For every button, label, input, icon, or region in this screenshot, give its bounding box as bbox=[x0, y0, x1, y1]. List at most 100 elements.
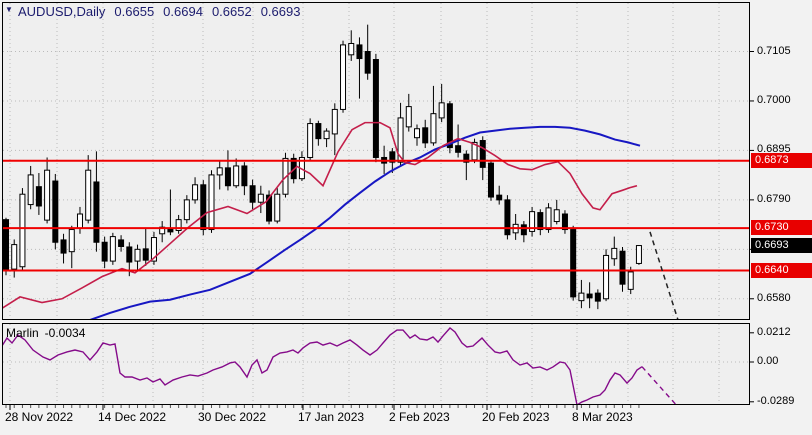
bear-candle-body bbox=[586, 293, 593, 299]
bear-candle-body bbox=[422, 127, 429, 144]
bear-candle-body bbox=[619, 250, 626, 285]
bull-candle-body bbox=[109, 236, 116, 262]
bull-candle-body bbox=[611, 247, 618, 260]
date-label: 28 Nov 2022 bbox=[5, 410, 74, 424]
marlin-line bbox=[3, 327, 643, 404]
current-price-badge: 0.6693 bbox=[751, 237, 812, 253]
bull-candle-body bbox=[257, 193, 264, 203]
date-label: 17 Jan 2023 bbox=[298, 410, 365, 424]
price-level-badge: 0.6640 bbox=[751, 262, 812, 278]
main-chart-layer bbox=[3, 3, 749, 319]
bear-candle-body bbox=[315, 123, 322, 140]
bear-candle-body bbox=[93, 181, 100, 243]
ma-fast-red-line bbox=[3, 121, 638, 309]
bear-candle-body bbox=[249, 185, 256, 203]
price-projection-dashed-line bbox=[649, 231, 679, 319]
bear-candle-body bbox=[504, 199, 511, 236]
symbol-dropdown-icon[interactable]: ▼ bbox=[5, 5, 13, 14]
date-label: 14 Dec 2022 bbox=[98, 410, 167, 424]
price-axis-label: 0.6790 bbox=[757, 192, 791, 205]
bull-candle-body bbox=[438, 102, 445, 119]
bull-candle-body bbox=[175, 219, 182, 231]
bull-candle-body bbox=[331, 108, 338, 135]
bull-candle-body bbox=[545, 207, 552, 231]
bull-candle-body bbox=[76, 213, 83, 229]
bear-candle-body bbox=[463, 153, 470, 163]
bull-candle-body bbox=[68, 229, 75, 253]
bear-candle-body bbox=[389, 151, 396, 163]
bear-candle-body bbox=[537, 212, 544, 231]
price-axis-label: 0.7000 bbox=[757, 93, 791, 106]
bull-candle-body bbox=[19, 193, 26, 268]
bear-candle-body bbox=[364, 51, 371, 74]
chart-title: AUDUSD,Daily 0.6655 0.6694 0.6652 0.6693 bbox=[18, 4, 300, 19]
price-axis-label: 0.6580 bbox=[757, 291, 791, 304]
bear-candle-body bbox=[496, 194, 503, 201]
bear-candle-body bbox=[520, 224, 527, 236]
price-axis-label: 0.7105 bbox=[757, 44, 791, 57]
indicator-name: Marlin bbox=[6, 326, 39, 340]
bull-candle-body bbox=[216, 167, 223, 176]
axis-ticks bbox=[5, 51, 754, 410]
bear-candle-body bbox=[101, 241, 108, 262]
indicator-chart-layer bbox=[3, 324, 749, 404]
symbol-period-label: AUDUSD,Daily bbox=[18, 4, 106, 19]
bear-candle-body bbox=[266, 194, 273, 222]
price-axis-label: 0.6895 bbox=[757, 143, 791, 156]
level-lines bbox=[3, 159, 749, 272]
bull-candle-body bbox=[323, 130, 330, 140]
bull-candle-body bbox=[553, 209, 560, 223]
bull-candle-body bbox=[208, 174, 215, 231]
open-value: 0.6655 bbox=[114, 4, 155, 19]
bull-candle-body bbox=[340, 44, 347, 110]
bull-candle-body bbox=[578, 292, 585, 302]
bear-candle-body bbox=[118, 239, 125, 247]
date-label: 30 Dec 2022 bbox=[198, 410, 267, 424]
bear-candle-body bbox=[142, 248, 149, 261]
bull-candle-body bbox=[307, 123, 314, 158]
bull-candle-body bbox=[44, 169, 51, 221]
bear-candle-body bbox=[52, 180, 59, 243]
bear-candle-body bbox=[561, 213, 568, 231]
bull-candle-body bbox=[635, 245, 642, 264]
date-label: 20 Feb 2023 bbox=[482, 410, 550, 424]
indicator-axis-label: -0.0289 bbox=[757, 394, 795, 407]
bear-candle-body bbox=[570, 229, 577, 298]
bear-candle-body bbox=[446, 103, 453, 149]
bull-candle-body bbox=[150, 237, 157, 262]
indicator-axis-label: 0.0212 bbox=[757, 325, 791, 338]
bull-candle-body bbox=[134, 248, 141, 262]
price-level-badge: 0.6873 bbox=[751, 152, 812, 168]
bear-candle-body bbox=[35, 186, 42, 207]
high-value: 0.6694 bbox=[163, 4, 203, 19]
bear-candle-body bbox=[594, 292, 601, 302]
bull-candle-body bbox=[627, 271, 634, 290]
bear-candle-body bbox=[224, 167, 231, 187]
bull-candle-body bbox=[348, 42, 355, 56]
bull-candle-body bbox=[397, 117, 404, 163]
ma-slow-blue-line bbox=[89, 125, 641, 319]
price-level-badge: 0.6730 bbox=[751, 220, 812, 236]
bull-candle-body bbox=[405, 106, 412, 128]
bear-candle-body bbox=[241, 165, 248, 187]
bull-candle-body bbox=[414, 128, 420, 139]
bull-candle-body bbox=[85, 169, 92, 221]
bull-candle-body bbox=[11, 244, 18, 270]
date-label: 2 Feb 2023 bbox=[389, 410, 450, 424]
bear-candle-body bbox=[356, 44, 363, 60]
bear-candle-body bbox=[455, 145, 462, 153]
bull-candle-body bbox=[192, 184, 199, 201]
low-value: 0.6652 bbox=[211, 4, 252, 19]
bear-candle-body bbox=[200, 184, 207, 231]
indicator-axis-label: 0.00 bbox=[757, 355, 779, 367]
indicator-panel bbox=[2, 323, 750, 405]
bear-candle-body bbox=[479, 140, 486, 168]
indicator-label: Marlin -0.0034 bbox=[6, 326, 91, 340]
bear-candle-body bbox=[3, 219, 9, 270]
bull-candle-body bbox=[430, 113, 437, 144]
bull-candle-body bbox=[274, 193, 281, 222]
bear-candle-body bbox=[126, 246, 133, 263]
bull-candle-body bbox=[529, 211, 536, 232]
